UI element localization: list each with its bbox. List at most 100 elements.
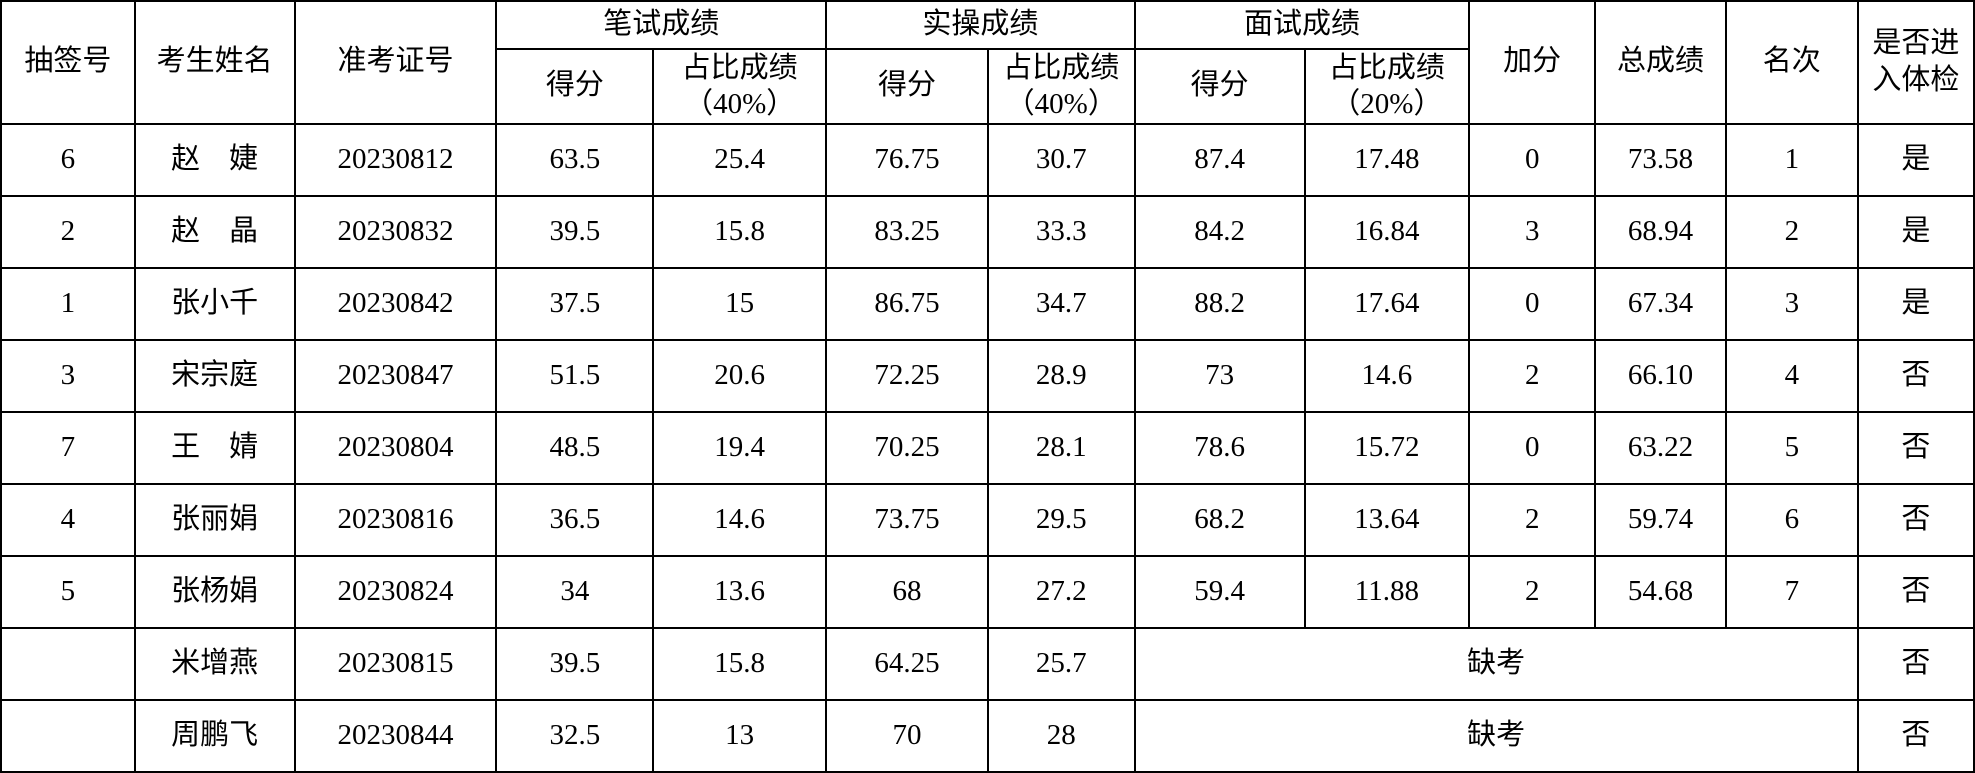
header-practical-score: 得分: [825, 48, 989, 125]
header-practical-pct-value: （40%）: [1005, 88, 1117, 121]
cell-written-pct: 20.6: [652, 338, 828, 413]
cell-written-score: 36.5: [495, 482, 655, 557]
cell-draw-number: 3: [0, 338, 136, 413]
cell-candidate-name: 周鹏飞: [133, 698, 296, 773]
cell-total-score: 63.22: [1594, 410, 1727, 485]
header-ticket-number: 准考证号: [293, 0, 498, 125]
header-rank: 名次: [1724, 0, 1859, 125]
cell-bonus: 2: [1468, 338, 1597, 413]
header-interview-score: 得分: [1133, 48, 1306, 125]
cell-physical-exam: 是: [1856, 122, 1975, 197]
cell-written-pct: 25.4: [652, 122, 828, 197]
cell-bonus: 3: [1468, 194, 1597, 269]
table-row: 3 宋宗庭 20230847 51.5 20.6 72.25 28.9 73 14.6 2 66.1…: [0, 338, 1975, 413]
cell-ticket-number: 20230812: [293, 122, 498, 197]
cell-total-score: 66.10: [1594, 338, 1727, 413]
cell-written-pct: 15: [652, 266, 828, 341]
header-written-pct: 占比成绩 （40%）: [652, 48, 828, 125]
cell-practical-score: 76.75: [825, 122, 989, 197]
header-interview-group: 面试成绩: [1133, 0, 1471, 50]
table-row: 5 张杨娟 20230824 34 13.6 68 27.2 59.4 11.88 2 54.68 7…: [0, 554, 1975, 629]
cell-rank: 5: [1724, 410, 1859, 485]
cell-written-pct: 15.8: [652, 194, 828, 269]
cell-draw-number: 1: [0, 266, 136, 341]
cell-draw-number: 7: [0, 410, 136, 485]
cell-practical-score: 70: [825, 698, 989, 773]
cell-candidate-name: 米增燕: [133, 626, 296, 701]
cell-written-pct: 15.8: [652, 626, 828, 701]
cell-interview-pct: 17.64: [1303, 266, 1471, 341]
cell-written-score: 32.5: [495, 698, 655, 773]
cell-total-score: 54.68: [1594, 554, 1727, 629]
cell-practical-score: 73.75: [825, 482, 989, 557]
cell-absent-merged: 缺考: [1133, 626, 1859, 701]
cell-ticket-number: 20230816: [293, 482, 498, 557]
cell-practical-score: 70.25: [825, 410, 989, 485]
header-practical-pct: 占比成绩 （40%）: [986, 48, 1136, 125]
cell-practical-pct: 25.7: [986, 626, 1136, 701]
cell-draw-number: [0, 698, 136, 773]
cell-written-score: 63.5: [495, 122, 655, 197]
cell-candidate-name: 赵 婕: [133, 122, 296, 197]
header-bonus: 加分: [1468, 0, 1597, 125]
cell-written-pct: 13: [652, 698, 828, 773]
cell-practical-score: 72.25: [825, 338, 989, 413]
header-row-groups: 抽签号 考生姓名 准考证号 笔试成绩 实操成绩 面试成绩 加分 总成绩 名次 是…: [0, 0, 1975, 125]
header-row-subcolumns: 得分 占比成绩 （40%） 得分 占比成绩 （40%） 得分 占比成绩 （20%…: [1, 48, 1974, 125]
table-row: 周鹏飞 20230844 32.5 13 70 28 缺考否: [0, 698, 1975, 773]
cell-ticket-number: 20230804: [293, 410, 498, 485]
cell-interview-pct: 11.88: [1303, 554, 1471, 629]
cell-ticket-number: 20230832: [293, 194, 498, 269]
cell-candidate-name: 张杨娟: [133, 554, 296, 629]
header-total-score: 总成绩: [1594, 0, 1727, 125]
header-practical-pct-title: 占比成绩: [1003, 52, 1120, 84]
cell-interview-pct: 15.72: [1303, 410, 1471, 485]
cell-candidate-name: 赵 晶: [133, 194, 296, 269]
cell-written-score: 51.5: [495, 338, 655, 413]
cell-practical-score: 68: [825, 554, 989, 629]
cell-ticket-number: 20230844: [293, 698, 498, 773]
cell-ticket-number: 20230847: [293, 338, 498, 413]
cell-interview-score: 59.4: [1133, 554, 1306, 629]
cell-interview-score: 73: [1133, 338, 1306, 413]
cell-ticket-number: 20230815: [293, 626, 498, 701]
header-written-pct-title: 占比成绩: [681, 52, 798, 84]
cell-rank: 4: [1724, 338, 1859, 413]
cell-rank: 1: [1724, 122, 1859, 197]
cell-interview-pct: 13.64: [1303, 482, 1471, 557]
cell-written-pct: 14.6: [652, 482, 828, 557]
cell-physical-exam: 否: [1856, 482, 1975, 557]
cell-draw-number: [0, 626, 136, 701]
cell-practical-score: 64.25: [825, 626, 989, 701]
table-row: 米增燕 20230815 39.5 15.8 64.25 25.7 缺考否: [0, 626, 1975, 701]
cell-interview-score: 88.2: [1133, 266, 1306, 341]
cell-draw-number: 2: [0, 194, 136, 269]
header-physical-exam: 是否进入体检: [1856, 0, 1975, 125]
cell-physical-exam: 否: [1856, 554, 1975, 629]
cell-draw-number: 5: [0, 554, 136, 629]
cell-practical-pct: 30.7: [986, 122, 1136, 197]
cell-interview-pct: 17.48: [1303, 122, 1471, 197]
header-written-score: 得分: [495, 48, 655, 125]
header-written-group: 笔试成绩: [495, 0, 828, 50]
cell-candidate-name: 王 婧: [133, 410, 296, 485]
cell-total-score: 68.94: [1594, 194, 1727, 269]
cell-written-pct: 19.4: [652, 410, 828, 485]
cell-interview-pct: 16.84: [1303, 194, 1471, 269]
cell-physical-exam: 是: [1856, 266, 1975, 341]
cell-rank: 2: [1724, 194, 1859, 269]
cell-candidate-name: 张丽娟: [133, 482, 296, 557]
cell-rank: 3: [1724, 266, 1859, 341]
cell-written-score: 39.5: [495, 626, 655, 701]
header-practical-group: 实操成绩: [825, 0, 1136, 50]
cell-written-score: 39.5: [495, 194, 655, 269]
cell-physical-exam: 否: [1856, 338, 1975, 413]
cell-total-score: 67.34: [1594, 266, 1727, 341]
cell-physical-exam: 是: [1856, 194, 1975, 269]
cell-physical-exam: 否: [1856, 698, 1975, 773]
cell-candidate-name: 宋宗庭: [133, 338, 296, 413]
